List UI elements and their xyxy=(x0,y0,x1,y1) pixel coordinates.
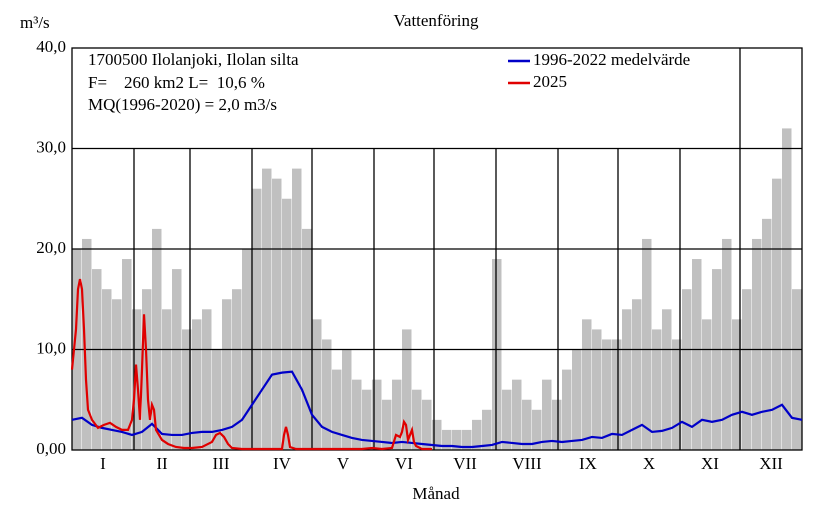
bar xyxy=(332,369,342,450)
bar xyxy=(92,269,102,450)
bar xyxy=(612,339,622,450)
bar xyxy=(762,218,772,450)
bar xyxy=(732,319,742,450)
x-tick-label: VIII xyxy=(512,454,542,473)
line xyxy=(71,370,803,449)
bar xyxy=(182,329,192,450)
bar xyxy=(602,339,612,450)
line xyxy=(70,278,432,451)
x-tick-label: X xyxy=(643,454,655,473)
bar xyxy=(402,329,412,450)
annotation: F= 260 km2 L= 10,6 % xyxy=(88,73,265,92)
bar xyxy=(492,259,502,450)
bar xyxy=(792,289,802,450)
bar xyxy=(682,289,692,450)
bar xyxy=(702,319,712,450)
bar xyxy=(392,379,402,450)
x-tick-label: VII xyxy=(453,454,477,473)
x-tick-label: III xyxy=(213,454,230,473)
bar xyxy=(172,269,182,450)
bar xyxy=(162,309,172,450)
bar xyxy=(552,399,562,450)
bar xyxy=(752,238,762,450)
bar xyxy=(782,128,792,450)
chart-title: Vattenföring xyxy=(394,11,479,30)
bar xyxy=(652,329,662,450)
y-tick-label: 40,0 xyxy=(36,37,66,56)
bar xyxy=(472,419,482,450)
bar xyxy=(662,309,672,450)
y-tick-label: 10,0 xyxy=(36,338,66,357)
bar xyxy=(212,349,222,450)
bar xyxy=(572,349,582,450)
bar xyxy=(122,259,132,450)
bar xyxy=(462,429,472,450)
bar xyxy=(692,259,702,450)
bar xyxy=(312,319,322,450)
bar xyxy=(442,429,452,450)
bar xyxy=(302,228,312,450)
bar xyxy=(342,349,352,450)
bar xyxy=(562,369,572,450)
y-tick-label: 0,00 xyxy=(36,439,66,458)
bar xyxy=(422,399,432,450)
x-tick-label: VI xyxy=(395,454,413,473)
plot-border xyxy=(71,47,803,451)
bar xyxy=(322,339,332,450)
bar xyxy=(192,319,202,450)
x-tick-label: XI xyxy=(701,454,719,473)
bar xyxy=(222,299,232,450)
bar xyxy=(772,178,782,450)
x-tick-label: IX xyxy=(579,454,597,473)
bar xyxy=(482,409,492,450)
bar xyxy=(502,389,512,450)
bar xyxy=(82,238,92,450)
bar xyxy=(532,409,542,450)
bar xyxy=(542,379,552,450)
bar xyxy=(742,289,752,450)
x-tick-label: V xyxy=(337,454,350,473)
legend-label: 2025 xyxy=(533,72,567,91)
bar xyxy=(452,429,462,450)
bar xyxy=(512,379,522,450)
bar xyxy=(592,329,602,450)
x-tick-label: II xyxy=(156,454,168,473)
bar xyxy=(712,269,722,450)
bar xyxy=(152,228,162,450)
bar xyxy=(282,198,292,450)
bar xyxy=(232,289,242,450)
legend-label: 1996-2022 medelvärde xyxy=(533,50,690,69)
y-tick-label: 30,0 xyxy=(36,137,66,156)
bar xyxy=(382,399,392,450)
bar xyxy=(622,309,632,450)
x-axis-label: Månad xyxy=(412,484,460,503)
bar xyxy=(412,389,422,450)
bar xyxy=(202,309,212,450)
bar xyxy=(432,419,442,450)
bar xyxy=(582,319,592,450)
annotation: 1700500 Ilolanjoki, Ilolan silta xyxy=(88,50,299,69)
annotation: MQ(1996-2020) = 2,0 m3/s xyxy=(88,95,277,114)
bar xyxy=(372,379,382,450)
x-tick-label: IV xyxy=(273,454,292,473)
bar xyxy=(112,299,122,450)
bar xyxy=(352,379,362,450)
bar xyxy=(272,178,282,450)
bar xyxy=(722,238,732,450)
bar xyxy=(642,238,652,450)
bar xyxy=(292,168,302,450)
x-tick-label: XII xyxy=(759,454,783,473)
y-tick-label: 20,0 xyxy=(36,238,66,257)
bar xyxy=(252,188,262,450)
bar xyxy=(672,339,682,450)
bar xyxy=(102,289,112,450)
bar xyxy=(262,168,272,450)
bar xyxy=(362,389,372,450)
bar xyxy=(522,399,532,450)
y-axis-label: m³/s xyxy=(20,13,50,32)
x-tick-label: I xyxy=(100,454,106,473)
bar xyxy=(632,299,642,450)
